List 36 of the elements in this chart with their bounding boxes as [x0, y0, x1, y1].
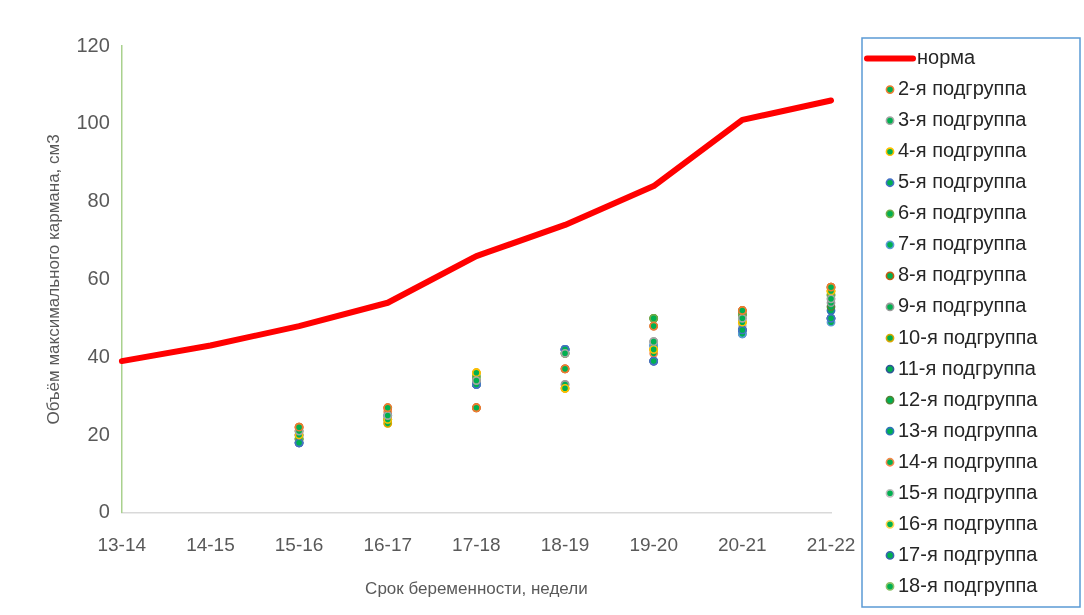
legend-label: 15-я подгруппа — [898, 480, 1039, 503]
legend-label: 17-я подгруппа — [898, 542, 1039, 565]
x-tick-label: 14-15 — [186, 534, 235, 556]
legend-label: 18-я подгруппа — [898, 573, 1039, 596]
legend-label: 6-я подгруппа — [898, 201, 1028, 224]
legend-label: 11-я подгруппа — [898, 356, 1037, 379]
legend-label: 2-я подгруппа — [898, 77, 1028, 100]
y-tick-label: 100 — [76, 111, 110, 134]
x-tick-label: 16-17 — [363, 534, 413, 556]
legend-label: 12-я подгруппа — [898, 387, 1039, 410]
legend-label: 9-я подгруппа — [898, 294, 1028, 317]
y-tick-label: 0 — [98, 500, 110, 523]
legend-label: 14-я подгруппа — [898, 449, 1039, 472]
x-tick-label: 18-19 — [540, 534, 590, 556]
legend-label: 10-я подгруппа — [898, 325, 1039, 348]
x-tick-label: 20-21 — [718, 534, 767, 556]
y-tick-label: 60 — [87, 266, 110, 289]
legend-label: 8-я подгруппа — [898, 263, 1028, 286]
legend-label: 13-я подгруппа — [898, 418, 1039, 441]
y-axis-title: Объём максимального кармана, см3 — [43, 134, 63, 425]
legend-label: 3-я подгруппа — [898, 108, 1028, 131]
legend-label: 7-я подгруппа — [898, 232, 1028, 255]
x-axis-title: Срок беременности, недели — [365, 579, 588, 599]
legend-label: 4-я подгруппа — [898, 139, 1028, 162]
legend-label: 16-я подгруппа — [898, 511, 1039, 534]
legend-label: норма — [917, 46, 977, 69]
y-tick-label: 120 — [76, 33, 110, 56]
x-tick-label: 17-18 — [452, 534, 501, 556]
legend-label: 5-я подгруппа — [898, 170, 1028, 193]
y-tick-label: 40 — [87, 344, 110, 367]
x-tick-label: 21-22 — [806, 534, 856, 556]
y-tick-label: 20 — [87, 422, 110, 445]
y-tick-label: 80 — [87, 189, 110, 212]
x-tick-label: 15-16 — [274, 534, 324, 556]
x-tick-label: 19-20 — [629, 534, 678, 556]
x-tick-label: 13-14 — [97, 534, 147, 556]
